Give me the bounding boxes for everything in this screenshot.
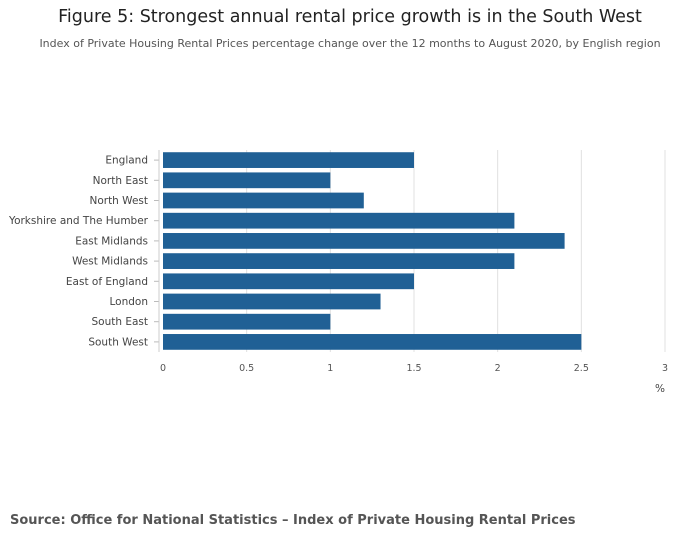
x-tick-label: 2 (495, 363, 501, 374)
bars (163, 152, 582, 350)
y-tick-label: East Midlands (75, 235, 148, 247)
source-note: Source: Office for National Statistics –… (10, 513, 576, 528)
bar (163, 293, 381, 310)
y-tick-label: North West (89, 195, 148, 207)
y-tick-label: South East (91, 316, 148, 328)
y-tick-label: West Midlands (72, 256, 148, 268)
y-tick-label: North East (93, 175, 148, 187)
y-axis: England North East North West Yorkshire and… (8, 150, 160, 352)
y-tick-label: England (105, 155, 148, 167)
bar (163, 192, 364, 209)
chart-title: Figure 5: Strongest annual rental price … (58, 7, 642, 27)
x-tick-label: 3 (662, 363, 668, 374)
bar (163, 313, 331, 330)
x-tick-label: 1 (327, 363, 333, 374)
x-tick-label: 0.5 (239, 363, 254, 374)
y-tick-label: East of England (66, 276, 148, 288)
chart-subtitle: Index of Private Housing Rental Prices p… (39, 37, 661, 50)
y-tick-label: London (110, 296, 149, 308)
x-axis: 0 0.5 1 1.5 2 2.5 3% (160, 363, 668, 395)
x-tick-label: 1.5 (406, 363, 421, 374)
y-tick-label: Yorkshire and The Humber (8, 215, 149, 227)
y-tick-label: South West (88, 336, 148, 348)
bar (163, 152, 414, 168)
bar (163, 334, 582, 350)
x-tick-label: 2.5 (574, 363, 589, 374)
bar (163, 253, 515, 269)
x-tick-label: 0 (160, 363, 166, 374)
bar (163, 233, 565, 249)
bar (163, 172, 331, 189)
bar (163, 273, 414, 290)
bar (163, 212, 515, 229)
x-axis-unit-label: % (655, 383, 665, 395)
